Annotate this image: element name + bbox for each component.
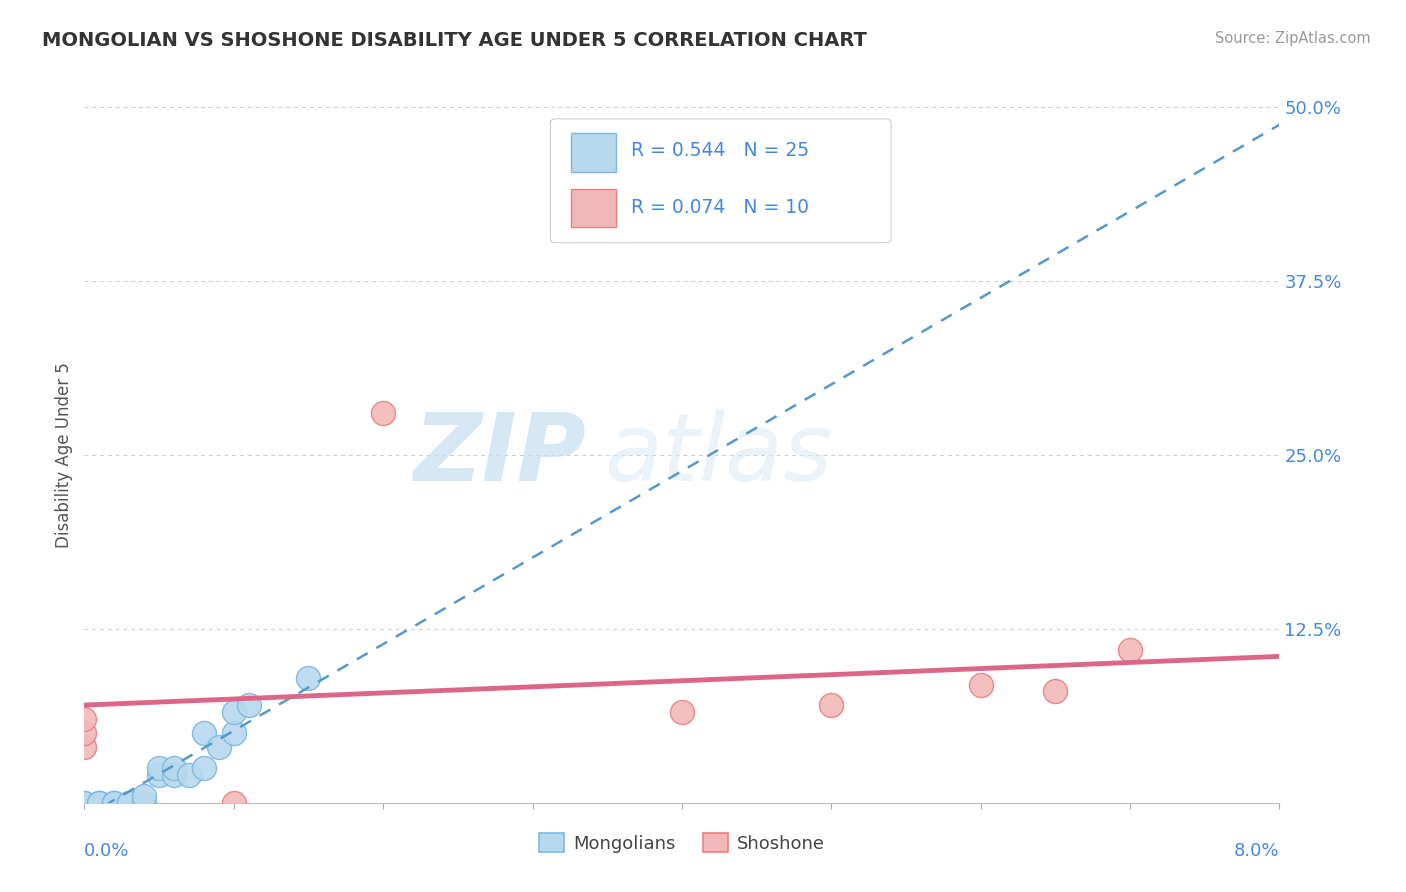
Point xyxy=(163,761,186,775)
Point xyxy=(1119,642,1142,657)
Point xyxy=(193,761,215,775)
Text: R = 0.074   N = 10: R = 0.074 N = 10 xyxy=(630,198,808,218)
Text: Source: ZipAtlas.com: Source: ZipAtlas.com xyxy=(1215,31,1371,46)
Point xyxy=(373,406,395,420)
Point xyxy=(222,706,245,720)
Point xyxy=(103,796,125,810)
Point xyxy=(671,706,693,720)
Point xyxy=(222,796,245,810)
Point xyxy=(222,726,245,740)
FancyBboxPatch shape xyxy=(571,189,616,227)
Point xyxy=(208,740,231,755)
Point xyxy=(297,671,319,685)
FancyBboxPatch shape xyxy=(551,119,891,243)
Text: 0.0%: 0.0% xyxy=(84,842,129,860)
Point xyxy=(148,761,170,775)
Text: atlas: atlas xyxy=(605,409,832,500)
Point xyxy=(73,796,96,810)
Point xyxy=(132,789,156,803)
Point xyxy=(103,796,125,810)
Point xyxy=(163,768,186,782)
Text: 8.0%: 8.0% xyxy=(1234,842,1279,860)
Point xyxy=(73,796,96,810)
Point xyxy=(238,698,260,713)
Point xyxy=(118,796,141,810)
Point xyxy=(103,796,125,810)
Point xyxy=(193,726,215,740)
Point xyxy=(89,796,111,810)
Point xyxy=(73,726,96,740)
Point xyxy=(148,768,170,782)
Y-axis label: Disability Age Under 5: Disability Age Under 5 xyxy=(55,362,73,548)
Point xyxy=(73,740,96,755)
Point xyxy=(89,796,111,810)
Point xyxy=(1045,684,1067,698)
Point xyxy=(89,796,111,810)
Text: R = 0.544   N = 25: R = 0.544 N = 25 xyxy=(630,141,808,161)
FancyBboxPatch shape xyxy=(571,134,616,172)
Legend: Mongolians, Shoshone: Mongolians, Shoshone xyxy=(531,826,832,860)
Point xyxy=(970,677,993,691)
Point xyxy=(177,768,200,782)
Point xyxy=(73,712,96,726)
Text: MONGOLIAN VS SHOSHONE DISABILITY AGE UNDER 5 CORRELATION CHART: MONGOLIAN VS SHOSHONE DISABILITY AGE UND… xyxy=(42,31,868,50)
Point xyxy=(73,796,96,810)
Point xyxy=(118,796,141,810)
Point xyxy=(820,698,842,713)
Text: ZIP: ZIP xyxy=(413,409,586,501)
Point xyxy=(132,796,156,810)
